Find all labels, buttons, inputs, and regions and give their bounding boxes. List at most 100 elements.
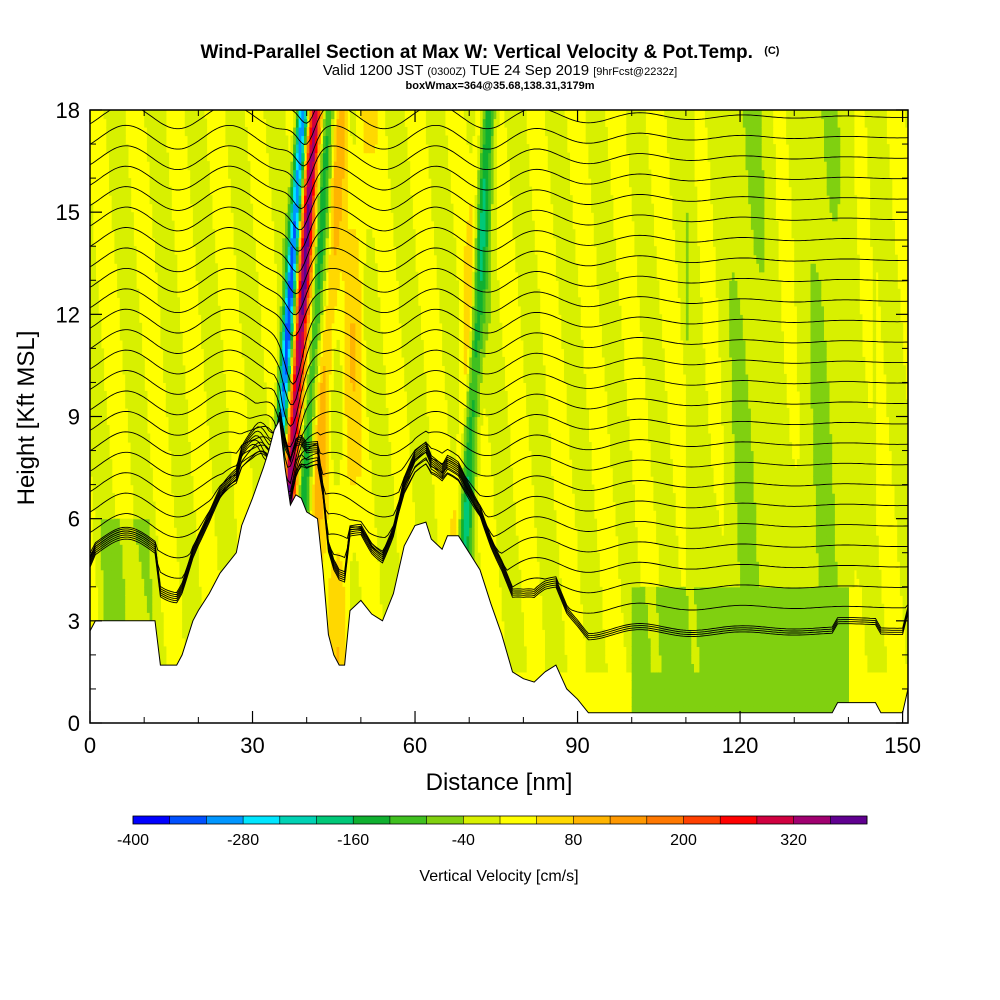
velocity-cell — [141, 467, 145, 477]
velocity-cell — [160, 246, 164, 256]
velocity-cell — [401, 220, 405, 230]
velocity-cell — [347, 442, 351, 452]
velocity-cell — [374, 391, 378, 401]
velocity-cell — [122, 586, 126, 596]
velocity-cell — [155, 152, 159, 162]
velocity-cell — [285, 373, 289, 383]
velocity-cell — [309, 373, 313, 383]
velocity-cell — [350, 603, 354, 613]
velocity-cell — [393, 169, 397, 179]
velocity-cell — [136, 476, 140, 486]
velocity-cell — [100, 527, 105, 537]
velocity-cell — [247, 391, 251, 401]
velocity-cell — [304, 110, 308, 120]
velocity-cell — [355, 399, 359, 409]
velocity-cell — [98, 493, 102, 503]
velocity-cell — [377, 510, 381, 520]
velocity-cell — [109, 586, 113, 596]
velocity-cell — [106, 135, 110, 145]
velocity-cell — [366, 331, 370, 341]
velocity-cell — [290, 356, 294, 366]
velocity-cell — [152, 169, 156, 179]
velocity-cell — [228, 518, 232, 528]
velocity-cell — [252, 297, 256, 307]
velocity-cell — [293, 425, 297, 435]
velocity-cell — [209, 339, 213, 349]
velocity-cell — [103, 391, 107, 401]
velocity-cell — [347, 331, 351, 341]
velocity-cell — [382, 399, 386, 409]
velocity-cell — [328, 348, 332, 358]
velocity-cell — [136, 569, 140, 579]
velocity-cell — [136, 501, 140, 511]
velocity-cell — [179, 518, 183, 528]
velocity-cell — [295, 314, 300, 324]
velocity-cell — [122, 254, 126, 264]
velocity-cell — [304, 399, 308, 409]
velocity-cell — [328, 339, 332, 349]
velocity-cell — [122, 314, 126, 324]
velocity-cell — [119, 595, 124, 605]
velocity-cell — [255, 399, 259, 409]
velocity-cell — [287, 203, 291, 213]
velocity-cell — [184, 442, 189, 452]
velocity-cell — [390, 578, 394, 588]
velocity-cell — [127, 305, 132, 315]
velocity-cell — [233, 186, 237, 196]
velocity-cell — [176, 484, 180, 494]
velocity-cell — [406, 178, 411, 188]
velocity-cell — [352, 408, 356, 418]
velocity-cell — [295, 118, 300, 128]
velocity-cell — [100, 433, 105, 443]
velocity-cell — [247, 382, 251, 392]
velocity-cell — [393, 569, 397, 579]
velocity-cell — [249, 305, 254, 315]
velocity-cell — [287, 382, 291, 392]
velocity-cell — [309, 118, 313, 128]
velocity-cell — [298, 373, 302, 383]
velocity-cell — [274, 195, 278, 205]
velocity-cell — [92, 399, 96, 409]
velocity-cell — [98, 433, 102, 443]
velocity-cell — [317, 144, 321, 154]
velocity-cell — [117, 569, 121, 579]
velocity-cell — [314, 254, 319, 264]
velocity-cell — [211, 297, 216, 307]
velocity-cell — [111, 612, 115, 622]
velocity-cell — [152, 144, 156, 154]
velocity-cell — [174, 510, 178, 520]
velocity-cell — [374, 110, 378, 120]
velocity-cell — [331, 110, 335, 120]
velocity-cell — [333, 442, 338, 452]
velocity-cell — [301, 305, 305, 315]
velocity-cell — [379, 399, 384, 409]
velocity-cell — [144, 467, 148, 477]
velocity-cell — [136, 561, 140, 571]
velocity-cell — [295, 339, 300, 349]
velocity-cell — [325, 127, 329, 137]
velocity-cell — [309, 135, 313, 145]
velocity-cell — [114, 220, 118, 230]
velocity-cell — [320, 450, 324, 460]
velocity-cell — [293, 169, 297, 179]
velocity-cell — [322, 220, 327, 230]
velocity-cell — [225, 425, 229, 435]
velocity-cell — [312, 229, 316, 239]
velocity-cell — [176, 331, 180, 341]
velocity-cell — [350, 356, 354, 366]
velocity-cell — [322, 450, 327, 460]
velocity-cell — [201, 186, 205, 196]
velocity-cell — [220, 339, 224, 349]
velocity-cell — [146, 527, 151, 537]
velocity-cell — [201, 263, 205, 273]
velocity-cell — [184, 467, 189, 477]
velocity-cell — [190, 586, 194, 596]
velocity-cell — [257, 348, 262, 358]
velocity-cell — [247, 356, 251, 366]
velocity-cell — [225, 118, 229, 128]
velocity-cell — [187, 476, 191, 486]
velocity-cell — [146, 135, 151, 145]
velocity-cell — [122, 569, 126, 579]
velocity-cell — [314, 484, 319, 494]
velocity-cell — [276, 263, 281, 273]
